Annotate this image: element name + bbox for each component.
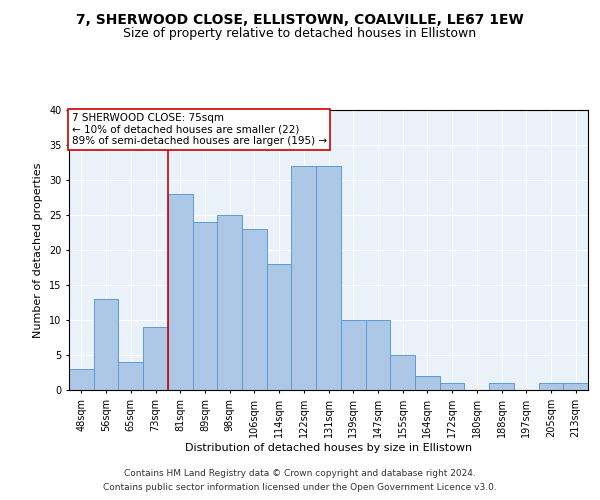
Bar bbox=[69, 369, 94, 390]
Bar bbox=[316, 166, 341, 390]
Bar bbox=[193, 222, 217, 390]
Bar bbox=[118, 362, 143, 390]
Bar bbox=[292, 166, 316, 390]
Bar bbox=[415, 376, 440, 390]
X-axis label: Distribution of detached houses by size in Ellistown: Distribution of detached houses by size … bbox=[185, 442, 472, 452]
Bar bbox=[267, 264, 292, 390]
Bar bbox=[489, 383, 514, 390]
Bar bbox=[143, 327, 168, 390]
Text: 7, SHERWOOD CLOSE, ELLISTOWN, COALVILLE, LE67 1EW: 7, SHERWOOD CLOSE, ELLISTOWN, COALVILLE,… bbox=[76, 12, 524, 26]
Bar bbox=[94, 299, 118, 390]
Bar bbox=[365, 320, 390, 390]
Y-axis label: Number of detached properties: Number of detached properties bbox=[34, 162, 43, 338]
Bar bbox=[539, 383, 563, 390]
Bar bbox=[563, 383, 588, 390]
Bar bbox=[168, 194, 193, 390]
Bar bbox=[440, 383, 464, 390]
Text: 7 SHERWOOD CLOSE: 75sqm
← 10% of detached houses are smaller (22)
89% of semi-de: 7 SHERWOOD CLOSE: 75sqm ← 10% of detache… bbox=[71, 113, 327, 146]
Text: Contains public sector information licensed under the Open Government Licence v3: Contains public sector information licen… bbox=[103, 484, 497, 492]
Text: Contains HM Land Registry data © Crown copyright and database right 2024.: Contains HM Land Registry data © Crown c… bbox=[124, 468, 476, 477]
Bar bbox=[390, 355, 415, 390]
Bar bbox=[242, 229, 267, 390]
Bar bbox=[217, 215, 242, 390]
Text: Size of property relative to detached houses in Ellistown: Size of property relative to detached ho… bbox=[124, 28, 476, 40]
Bar bbox=[341, 320, 365, 390]
